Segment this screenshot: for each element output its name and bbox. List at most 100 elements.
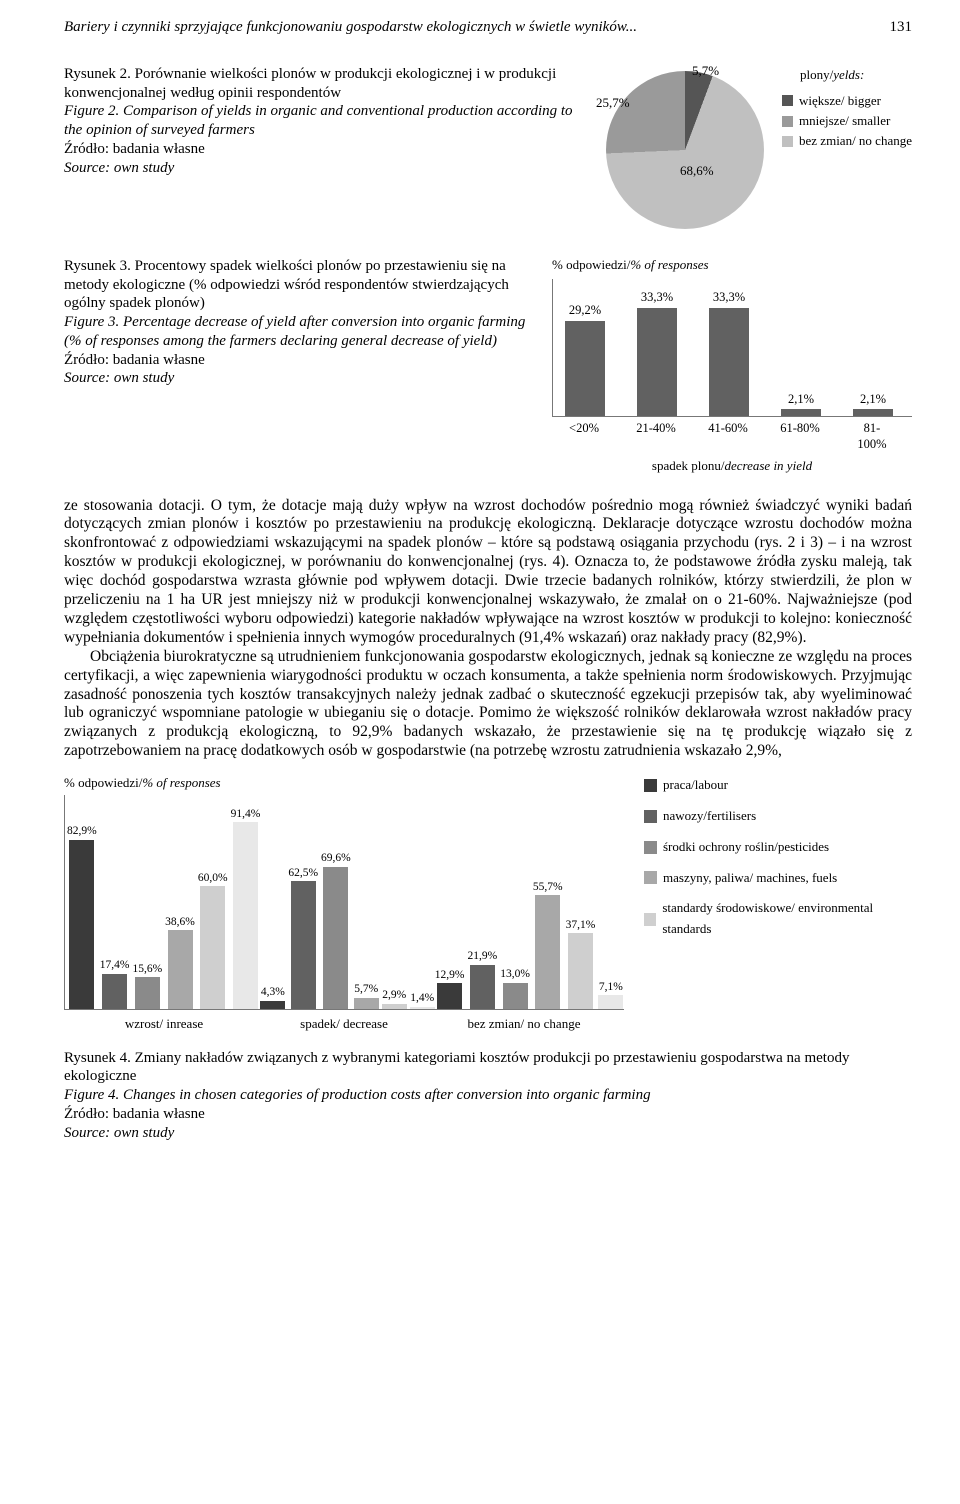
bar-item: 2,1%: [779, 392, 823, 416]
fig4-source-pl: Źródło: badania własne: [64, 1106, 205, 1122]
figure-4-chart: % odpowiedzi/% of responses 82,9%17,4%15…: [64, 775, 624, 1033]
bar-item: 38,6%: [165, 915, 195, 1010]
bar-rect: [709, 308, 749, 416]
bar-value-label: 38,6%: [165, 915, 195, 929]
pie-label: 5,7%: [692, 63, 719, 79]
pie-label: 25,7%: [596, 95, 630, 111]
bar-item: 33,3%: [707, 290, 751, 416]
legend-label: nawozy/fertilisers: [663, 806, 756, 827]
bar-value-label: 17,4%: [100, 958, 130, 972]
bar-value-label: 15,6%: [132, 962, 162, 976]
fig2-source-pl: Źródło: badania własne: [64, 141, 205, 157]
legend-swatch: [644, 779, 657, 792]
bar-value-label: 60,0%: [198, 871, 228, 885]
bar-group: 12,9%21,9%13,0%55,7%37,1%7,1%: [435, 880, 624, 1010]
bar-x-label: 81-100%: [850, 421, 894, 452]
bar-item: 21,9%: [467, 949, 497, 1009]
legend-title-b: yelds:: [833, 67, 864, 82]
bar-value-label: 29,2%: [569, 303, 601, 319]
bar-value-label: 2,9%: [382, 988, 406, 1002]
bar-value-label: 5,7%: [354, 982, 378, 996]
bar-rect: [200, 886, 225, 1009]
legend-row: środki ochrony roślin/pesticides: [644, 837, 912, 858]
legend-label: środki ochrony roślin/pesticides: [663, 837, 829, 858]
fig4-source-en: Source: own study: [64, 1125, 174, 1141]
body-para-2: Obciążenia biurokratyczne są utrudnienie…: [64, 648, 912, 761]
bar-value-label: 62,5%: [288, 866, 318, 880]
page-number: 131: [890, 18, 913, 37]
legend-swatch: [644, 810, 657, 823]
bar-group: 82,9%17,4%15,6%38,6%60,0%91,4%: [67, 807, 260, 1010]
figure-2-chart: 25,7% 68,6% 5,7% plony/yelds: większe/ b…: [600, 65, 912, 235]
bar-rect: [102, 974, 127, 1010]
figure-4-legend: praca/labour nawozy/fertilisers środki och…: [644, 775, 912, 950]
bar-item: 2,1%: [851, 392, 895, 416]
legend-row: bez zmian/ no change: [782, 131, 912, 151]
pie-legend: plony/yelds: większe/ biggermniejsze/ sm…: [782, 65, 912, 152]
legend-swatch: [644, 913, 656, 926]
legend-swatch: [782, 116, 793, 127]
fig3-x-title-b: decrease in yield: [724, 458, 812, 473]
bar-value-label: 91,4%: [231, 807, 261, 821]
bar-item: 4,3%: [260, 985, 285, 1009]
bar-item: 15,6%: [132, 962, 162, 1009]
fig3-y-title-a: % odpowiedzi/: [552, 257, 630, 272]
bar-item: 1,4%: [410, 991, 435, 1009]
legend-row: mniejsze/ smaller: [782, 111, 912, 131]
fig3-y-title-b: % of responses: [630, 257, 708, 272]
bar-rect: [69, 840, 94, 1010]
bar-rect: [233, 822, 258, 1009]
legend-swatch: [782, 136, 793, 147]
bar-item: 12,9%: [435, 968, 465, 1010]
figure-2-caption: Rysunek 2. Porównanie wielkości plonów w…: [64, 65, 576, 235]
bar-x-label: 41-60%: [706, 421, 750, 452]
bar-rect: [260, 1001, 285, 1010]
figure-4-caption: Rysunek 4. Zmiany nakładów związanych z …: [64, 1049, 912, 1143]
bar-value-label: 4,3%: [261, 985, 285, 999]
bar-item: 55,7%: [533, 880, 563, 1010]
bar-rect: [853, 409, 893, 416]
fig2-source-en: Source: own study: [64, 160, 174, 176]
running-header: Bariery i czynniki sprzyjające funkcjono…: [64, 18, 912, 37]
bar-rect: [470, 965, 495, 1010]
fig3-source-en: Source: own study: [64, 370, 174, 386]
bar-rect: [291, 881, 316, 1009]
bar-x-label: 21-40%: [634, 421, 678, 452]
bar-x-label: <20%: [562, 421, 606, 452]
bar-item: 5,7%: [354, 982, 379, 1009]
bar-x-label: bez zmian/ no change: [434, 1016, 614, 1032]
body-text: ze stosowania dotacji. O tym, że dotacje…: [64, 497, 912, 762]
legend-row: praca/labour: [644, 775, 912, 796]
figure-3-row: Rysunek 3. Procentowy spadek wielkości p…: [64, 257, 912, 475]
fig3-title-en: Figure 3. Percentage decrease of yield a…: [64, 314, 525, 349]
bar-rect: [781, 409, 821, 416]
legend-row: maszyny, paliwa/ machines, fuels: [644, 868, 912, 889]
fig3-x-title-a: spadek plonu/: [652, 458, 725, 473]
figure-3-chart: % odpowiedzi/% of responses 29,2%33,3%33…: [552, 257, 912, 475]
bar-rect: [637, 308, 677, 416]
legend-row: nawozy/fertilisers: [644, 806, 912, 827]
bar-rect: [382, 1004, 407, 1010]
legend-label: mniejsze/ smaller: [799, 111, 890, 131]
bar-x-labels: <20% 21-40% 41-60% 61-80% 81-100%: [552, 417, 912, 452]
bar-item: 60,0%: [198, 871, 228, 1009]
bar-item: 62,5%: [288, 866, 318, 1010]
bar-rect: [568, 933, 593, 1009]
pie-label: 68,6%: [680, 163, 714, 179]
legend-label: bez zmian/ no change: [799, 131, 912, 151]
bar-rect: [437, 983, 462, 1009]
bar-rect: [410, 1007, 435, 1010]
fig4-title-pl: Rysunek 4. Zmiany nakładów związanych z …: [64, 1050, 849, 1085]
bar-value-label: 2,1%: [860, 392, 886, 408]
legend-swatch: [782, 95, 793, 106]
legend-label: praca/labour: [663, 775, 728, 796]
bar-rect: [135, 977, 160, 1009]
bar-value-label: 2,1%: [788, 392, 814, 408]
bar-item: 29,2%: [563, 303, 607, 416]
figure-4-row: % odpowiedzi/% of responses 82,9%17,4%15…: [64, 775, 912, 1033]
bar-rect: [323, 867, 348, 1010]
bar-x-label: 61-80%: [778, 421, 822, 452]
fig3-title-pl: Rysunek 3. Procentowy spadek wielkości p…: [64, 258, 509, 312]
bar-group: 4,3%62,5%69,6%5,7%2,9%1,4%: [260, 851, 434, 1009]
fig2-title-pl: Rysunek 2. Porównanie wielkości plonów w…: [64, 66, 556, 101]
